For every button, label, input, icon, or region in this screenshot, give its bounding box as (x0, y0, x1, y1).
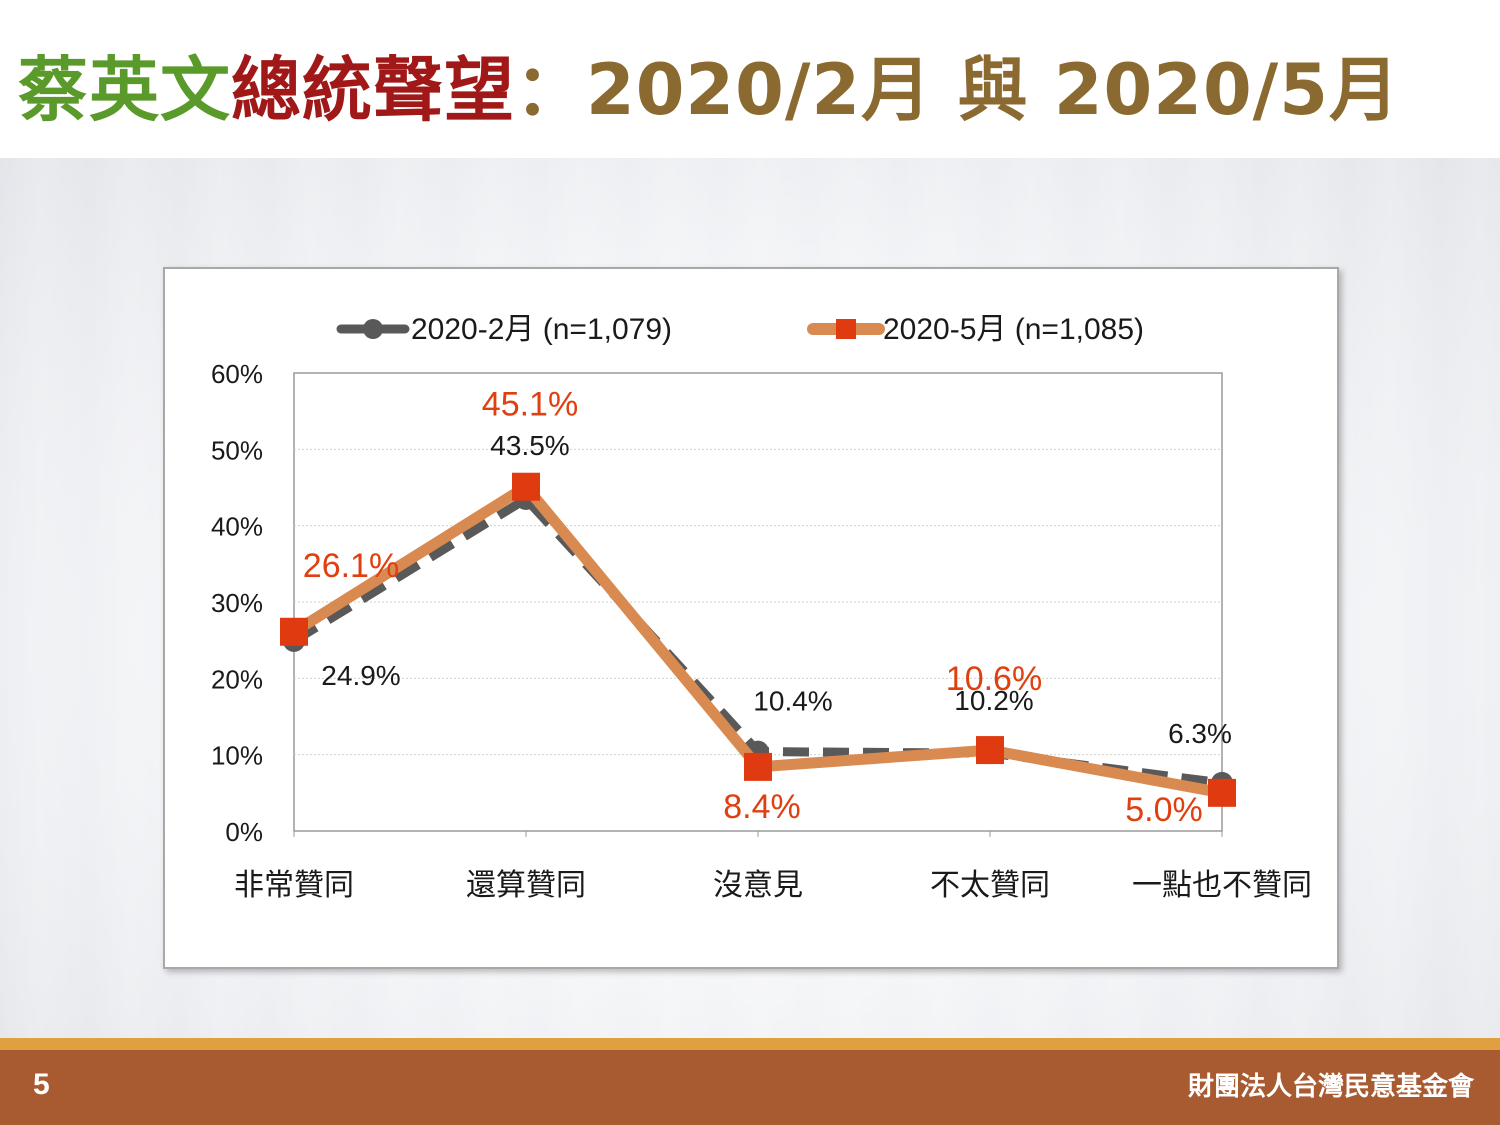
chart-legend: 2020-2月 (n=1,079) 2020-5月 (n=1,085) (336, 313, 1144, 346)
title-part-may: 與 2020/5月 (932, 49, 1400, 131)
series-marker-2020-may (744, 752, 772, 781)
x-category-label: 一點也不贊同 (1132, 869, 1312, 902)
y-tick-label: 60% (211, 359, 263, 389)
chart-series (280, 472, 1236, 807)
y-tick-label: 10% (211, 741, 263, 771)
y-tick-label: 0% (225, 817, 263, 847)
x-axis: 非常贊同 還算贊同 沒意見 不太贊同 一點也不贊同 (234, 831, 1312, 902)
title-part-feb: 2020/2月 (586, 49, 933, 131)
organization-name: 財團法人台灣民意基金會 (1187, 1072, 1474, 1102)
data-label-2020-feb: 10.4% (753, 686, 832, 717)
footer-bar (0, 1050, 1500, 1125)
footer-strip (0, 1038, 1500, 1050)
legend-swatch-marker-2020-may (836, 319, 856, 339)
data-labels: 24.9% 43.5% 10.4% 10.2% 6.3% 26.1% 45.1% 8.4% 10… (303, 386, 1232, 829)
page-title: 蔡英文總統聲望：2020/2月 與 2020/5月 (18, 44, 1400, 136)
y-tick-label: 20% (211, 664, 263, 694)
data-label-2020-feb: 24.9% (321, 660, 400, 691)
x-category-label: 非常贊同 (234, 869, 354, 902)
data-label-2020-may: 8.4% (723, 788, 801, 826)
x-category-label: 不太贊同 (930, 869, 1050, 902)
legend-label-2020-feb: 2020-2月 (n=1,079) (411, 313, 672, 346)
title-part-topic: 總統聲望 (231, 49, 515, 131)
chart-frame: 0% 10% 20% 30% 40% 50% 60% 非常贊同 還算贊同 沒意見 不太贊同 一點也不… (163, 267, 1339, 969)
data-label-2020-may: 45.1% (482, 386, 578, 424)
data-label-2020-may: 5.0% (1125, 791, 1203, 829)
x-category-label: 還算贊同 (466, 869, 586, 902)
data-label-2020-feb: 43.5% (490, 430, 569, 461)
data-label-2020-feb: 6.3% (1168, 718, 1232, 749)
y-tick-label: 40% (211, 512, 263, 542)
chart-grid (293, 372, 1223, 832)
series-marker-2020-may (1208, 778, 1236, 807)
series-marker-2020-may (512, 472, 540, 501)
data-label-2020-feb: 10.2% (954, 685, 1033, 716)
title-bar: 蔡英文總統聲望：2020/2月 與 2020/5月 (0, 0, 1500, 158)
x-category-label: 沒意見 (713, 869, 803, 902)
series-marker-2020-may (976, 736, 1004, 765)
y-tick-label: 30% (211, 588, 263, 618)
page-number: 5 (33, 1068, 50, 1101)
series-marker-2020-may (280, 617, 308, 646)
title-separator: ： (515, 49, 586, 131)
line-chart: 0% 10% 20% 30% 40% 50% 60% 非常贊同 還算贊同 沒意見 不太贊同 一點也不… (211, 313, 1312, 902)
data-label-2020-may: 10.6% (946, 660, 1042, 698)
title-part-name: 蔡英文 (18, 49, 231, 131)
data-label-2020-may: 26.1% (303, 547, 399, 585)
y-tick-label: 50% (211, 435, 263, 465)
legend-swatch-marker-2020-feb (363, 319, 383, 339)
legend-label-2020-may: 2020-5月 (n=1,085) (883, 313, 1144, 346)
y-axis: 0% 10% 20% 30% 40% 50% 60% (211, 359, 263, 847)
